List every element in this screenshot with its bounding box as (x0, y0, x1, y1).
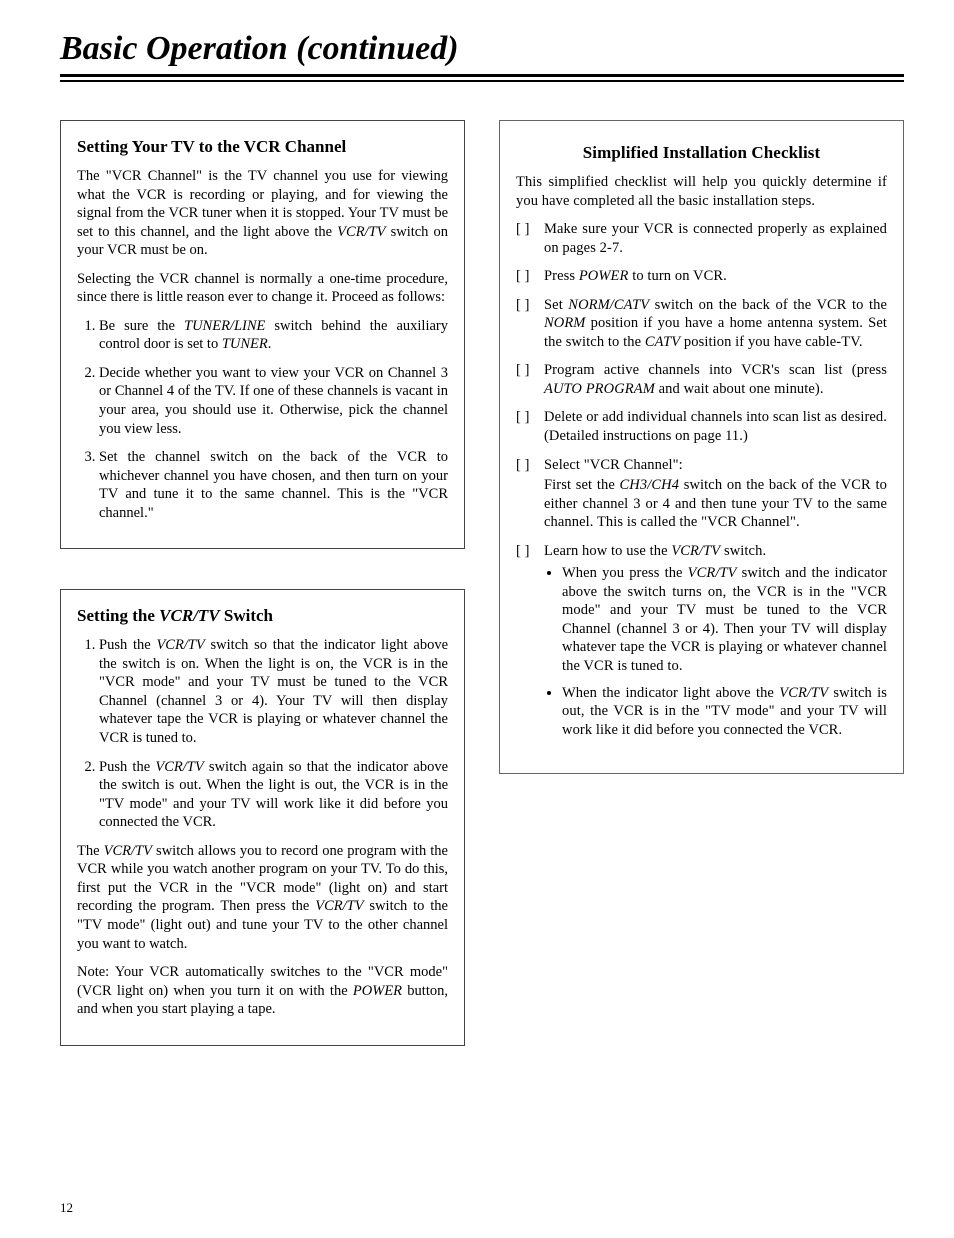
check-item: [ ]Select "VCR Channel":First set the CH… (516, 456, 887, 532)
section-vcrtv-switch: Setting the VCR/TV Switch Push the VCR/T… (60, 589, 465, 1045)
checklist: [ ]Make sure your VCR is connected prope… (516, 220, 887, 747)
checkbox-glyph: [ ] (516, 542, 544, 747)
list-vcrch-steps: Be sure the TUNER/LINE switch behind the… (77, 317, 448, 522)
checkbox-glyph: [ ] (516, 296, 544, 352)
list-vcrtv-steps: Push the VCR/TV switch so that the indic… (77, 636, 448, 831)
list-item: Push the VCR/TV switch again so that the… (99, 758, 448, 832)
check-text: Make sure your VCR is connected properly… (544, 220, 887, 257)
section-vcr-channel: Setting Your TV to the VCR Channel The "… (60, 120, 465, 549)
para-checklist-intro: This simplified checklist will help you … (516, 173, 887, 210)
para-vcrch-1: The "VCR Channel" is the TV channel you … (77, 167, 448, 260)
check-item: [ ]Make sure your VCR is connected prope… (516, 220, 887, 257)
heading-vcr-channel: Setting Your TV to the VCR Channel (77, 137, 448, 157)
para-vcrtv-after: The VCR/TV switch allows you to record o… (77, 842, 448, 953)
checkbox-glyph: [ ] (516, 456, 544, 532)
check-text: Set NORM/CATV switch on the back of the … (544, 296, 887, 352)
check-item: [ ]Set NORM/CATV switch on the back of t… (516, 296, 887, 352)
checkbox-glyph: [ ] (516, 267, 544, 286)
list-item: Push the VCR/TV switch so that the indic… (99, 636, 448, 747)
check-text: Program active channels into VCR's scan … (544, 361, 887, 398)
para-vcrch-2: Selecting the VCR channel is normally a … (77, 270, 448, 307)
check-text: Delete or add individual channels into s… (544, 408, 887, 445)
heading-vcrtv-switch: Setting the VCR/TV Switch (77, 606, 448, 626)
check-text: Learn how to use the VCR/TV switch.When … (544, 542, 887, 747)
list-item: Decide whether you want to view your VCR… (99, 364, 448, 438)
list-item: Be sure the TUNER/LINE switch behind the… (99, 317, 448, 354)
check-text: Select "VCR Channel":First set the CH3/C… (544, 456, 887, 532)
check-item: [ ]Delete or add individual channels int… (516, 408, 887, 445)
check-item: [ ]Program active channels into VCR's sc… (516, 361, 887, 398)
para-vcrtv-note: Note: Your VCR automatically switches to… (77, 963, 448, 1019)
bullet-item: When you press the VCR/TV switch and the… (562, 564, 887, 675)
checkbox-glyph: [ ] (516, 361, 544, 398)
section-checklist: Simplified Installation Checklist This s… (499, 120, 904, 774)
bullet-list: When you press the VCR/TV switch and the… (544, 564, 887, 739)
check-item: [ ]Press POWER to turn on VCR. (516, 267, 887, 286)
check-item: [ ]Learn how to use the VCR/TV switch.Wh… (516, 542, 887, 747)
title-rule (60, 74, 904, 82)
page-number: 12 (60, 1200, 73, 1216)
heading-checklist: Simplified Installation Checklist (516, 143, 887, 163)
page-title: Basic Operation (continued) (60, 30, 904, 68)
list-item: Set the channel switch on the back of th… (99, 448, 448, 522)
checkbox-glyph: [ ] (516, 408, 544, 445)
check-text: Press POWER to turn on VCR. (544, 267, 887, 286)
bullet-item: When the indicator light above the VCR/T… (562, 684, 887, 740)
checkbox-glyph: [ ] (516, 220, 544, 257)
